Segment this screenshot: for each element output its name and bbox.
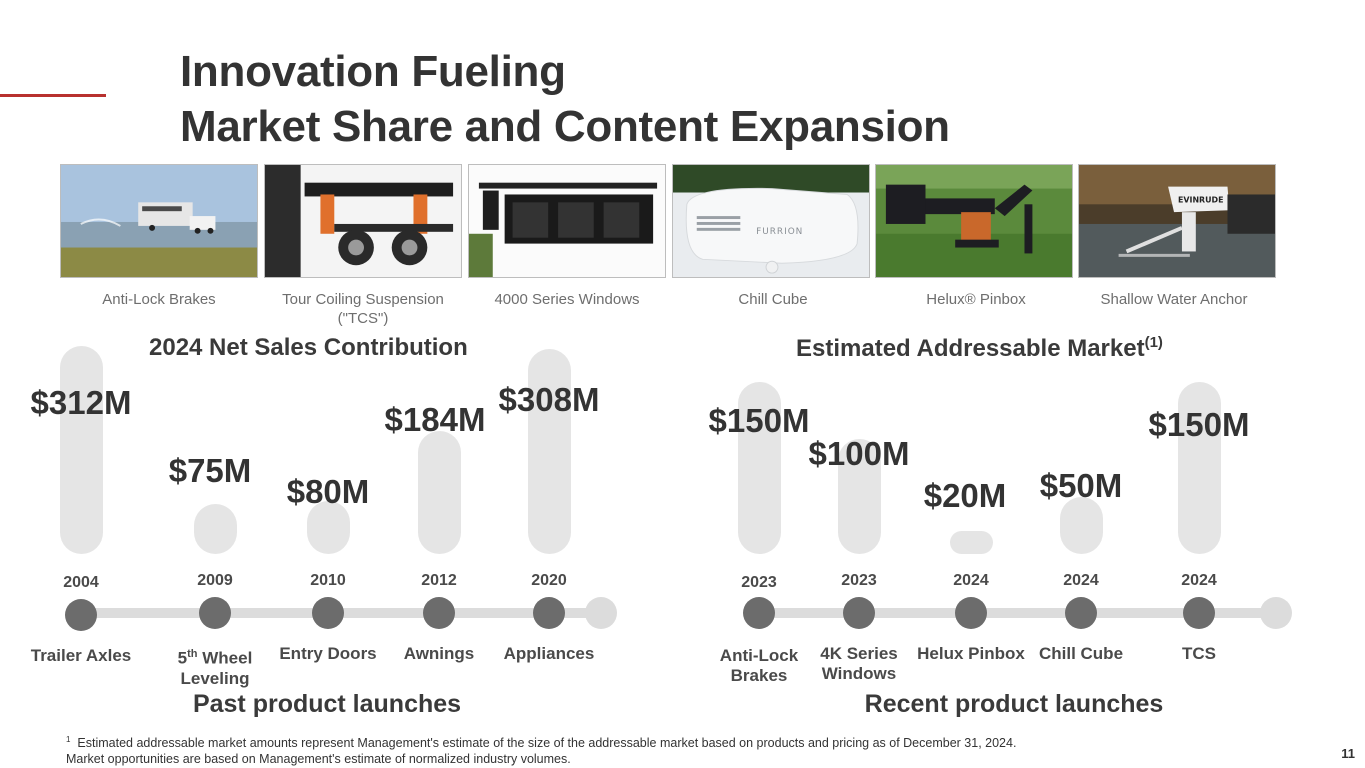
right-chart-year-1: 2023 xyxy=(741,574,777,591)
right-chart-timeline-end-dot xyxy=(1260,597,1292,629)
caption-chill-cube: Chill Cube xyxy=(738,291,808,308)
left-chart-title: 2024 Net Sales Contribution xyxy=(149,334,468,361)
right-chart-timeline-dot-3 xyxy=(955,597,987,629)
footnote-line-1: 1 Estimated addressable market amounts r… xyxy=(66,732,1016,751)
right-chart-value-label-2: $100M xyxy=(808,435,910,473)
right-chart-bar-3 xyxy=(949,531,993,554)
right-chart-product-label-3: Helux Pinbox xyxy=(917,644,1025,663)
caption-4000-series-windows: 4000 Series Windows xyxy=(494,291,640,308)
caption-anti-lock-brakes: Anti-Lock Brakes xyxy=(102,291,216,308)
left-chart-product-label-2: 5th Wheel Leveling xyxy=(177,648,253,688)
left-chart-year-2: 2009 xyxy=(197,572,233,589)
right-chart-value-label-3: $20M xyxy=(923,477,1007,515)
right-chart-product-label-1: Anti-Lock Brakes xyxy=(719,646,799,685)
left-chart-timeline-dot-2 xyxy=(199,597,231,629)
caption-tcs: Tour Coiling Suspension ("TCS") xyxy=(282,291,444,327)
left-chart-bar-1 xyxy=(59,346,103,554)
rv-truck-photo xyxy=(60,164,258,278)
left-chart-year-5: 2020 xyxy=(531,572,567,589)
left-chart-bar-2 xyxy=(193,504,237,554)
right-chart-timeline-dot-1 xyxy=(743,597,775,629)
page-title-line-1: Innovation Fueling xyxy=(180,47,566,96)
right-chart-title-text: Estimated Addressable Market xyxy=(796,335,1145,362)
left-chart-year-3: 2010 xyxy=(310,572,346,589)
furrion-logo-text: FURRION xyxy=(756,227,803,237)
accent-line xyxy=(0,94,106,97)
right-chart-bar-4 xyxy=(1059,496,1103,554)
left-chart-bar-4 xyxy=(417,431,461,554)
page-title-line-2: Market Share and Content Expansion xyxy=(180,102,950,151)
left-chart-subtitle: Past product launches xyxy=(192,690,462,718)
left-chart-timeline-dot-1 xyxy=(65,599,97,631)
right-chart-year-4: 2024 xyxy=(1063,572,1099,589)
footnote: 1 Estimated addressable market amounts r… xyxy=(66,732,1016,767)
left-chart-timeline-dot-3 xyxy=(312,597,344,629)
left-chart-value-label-2: $75M xyxy=(168,452,252,489)
right-chart-title: Estimated Addressable Market(1) xyxy=(796,334,1163,363)
left-chart-year-4: 2012 xyxy=(421,572,457,589)
left-chart-bar-5 xyxy=(527,348,571,554)
left-chart-timeline-dot-4 xyxy=(423,597,455,629)
left-chart-product-label-3: Entry Doors xyxy=(279,644,377,663)
left-chart-bar-3 xyxy=(306,500,350,554)
rv-windows-photo xyxy=(468,164,666,278)
caption-shallow-water-anchor: Shallow Water Anchor xyxy=(1100,291,1248,308)
right-chart-product-label-4: Chill Cube xyxy=(1038,644,1124,663)
page-title: Innovation Fueling Market Share and Cont… xyxy=(180,44,950,154)
footnote-marker: 1 xyxy=(66,735,71,744)
right-chart-value-label-5: $150M xyxy=(1148,406,1250,443)
right-chart-year-3: 2024 xyxy=(953,572,989,589)
right-chart-subtitle: Recent product launches xyxy=(864,690,1164,718)
left-chart-value-label-4: $184M xyxy=(384,401,486,439)
pinbox-photo xyxy=(875,164,1073,278)
right-chart-product-label-2: 4K Series Windows xyxy=(820,644,898,683)
left-chart-timeline-end-dot xyxy=(585,597,617,629)
right-chart-year-2: 2023 xyxy=(841,572,877,589)
right-chart-timeline-dot-5 xyxy=(1183,597,1215,629)
right-chart-product-label-5: TCS xyxy=(1182,644,1216,663)
right-chart-timeline-dot-4 xyxy=(1065,597,1097,629)
boat-anchor-photo: EVINRUDE xyxy=(1078,164,1276,278)
left-chart-timeline-dot-5 xyxy=(533,597,565,629)
right-chart-bar-2 xyxy=(837,439,881,554)
left-chart-value-label-1: $312M xyxy=(30,384,132,421)
air-conditioner-photo: FURRION xyxy=(672,164,870,278)
left-chart-value-label-3: $80M xyxy=(286,472,370,510)
left-chart-product-label-4: Awnings xyxy=(403,644,475,663)
evinrude-logo-text: EVINRUDE xyxy=(1178,195,1224,204)
caption-helux-pinbox: Helux® Pinbox xyxy=(926,291,1026,308)
right-chart-title-footnote-marker: (1) xyxy=(1144,334,1163,351)
right-chart-value-label-4: $50M xyxy=(1039,466,1123,504)
left-chart-product-label-1: Trailer Axles xyxy=(30,646,132,665)
right-chart-bar-1 xyxy=(737,382,781,554)
left-chart-product-label-5: Appliances xyxy=(503,644,595,663)
page-number: 11 xyxy=(1341,746,1355,761)
right-chart-year-5: 2024 xyxy=(1181,572,1217,589)
footnote-text-1: Estimated addressable market amounts rep… xyxy=(77,736,1017,751)
footnote-line-2: Market opportunities are based on Manage… xyxy=(66,752,571,767)
suspension-photo xyxy=(264,164,462,278)
right-chart-value-label-1: $150M xyxy=(708,402,810,439)
right-timeline-track xyxy=(759,608,1276,618)
left-chart-value-label-5: $308M xyxy=(498,380,600,418)
left-chart-year-1: 2004 xyxy=(63,574,99,591)
right-chart-bar-5 xyxy=(1177,382,1221,554)
right-chart-timeline-dot-2 xyxy=(843,597,875,629)
